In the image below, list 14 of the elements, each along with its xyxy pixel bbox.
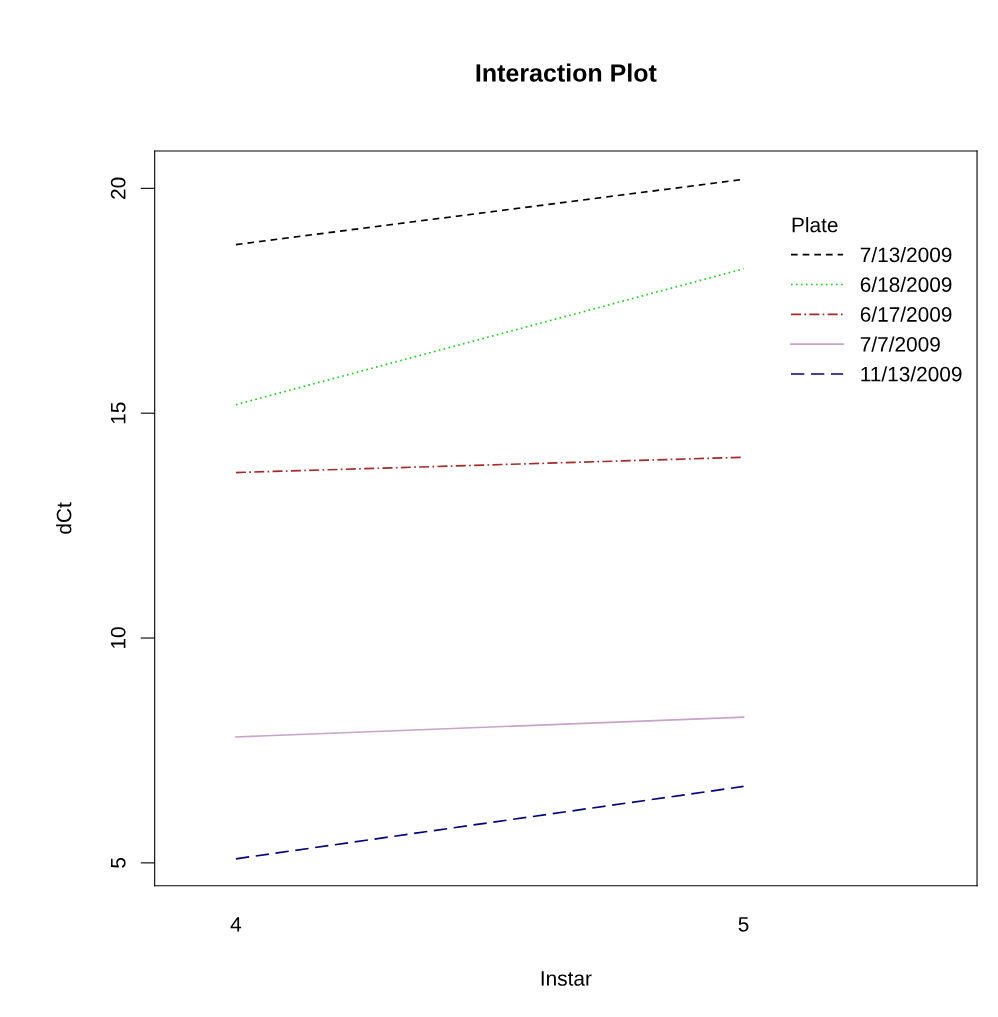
legend-label: 7/13/2009 [860,246,952,263]
y-tick-label: 20 [110,177,126,199]
legend-title: Plate [792,217,838,233]
legend-label: 6/17/2009 [860,306,952,322]
y-tick-label: 15 [111,402,126,424]
y-tick-label: 10 [110,627,126,649]
legend-label: 6/18/2009 [860,276,952,293]
x-tick-label: 4 [230,917,242,932]
chart-title: Interaction Plot [476,63,657,82]
legend-label: 11/13/2009 [861,366,962,382]
x-axis-title: Instar [541,971,592,986]
y-tick-label: 5 [111,857,126,868]
legend-label: 7/7/2009 [860,336,940,352]
y-axis-title: dCt [56,502,72,534]
